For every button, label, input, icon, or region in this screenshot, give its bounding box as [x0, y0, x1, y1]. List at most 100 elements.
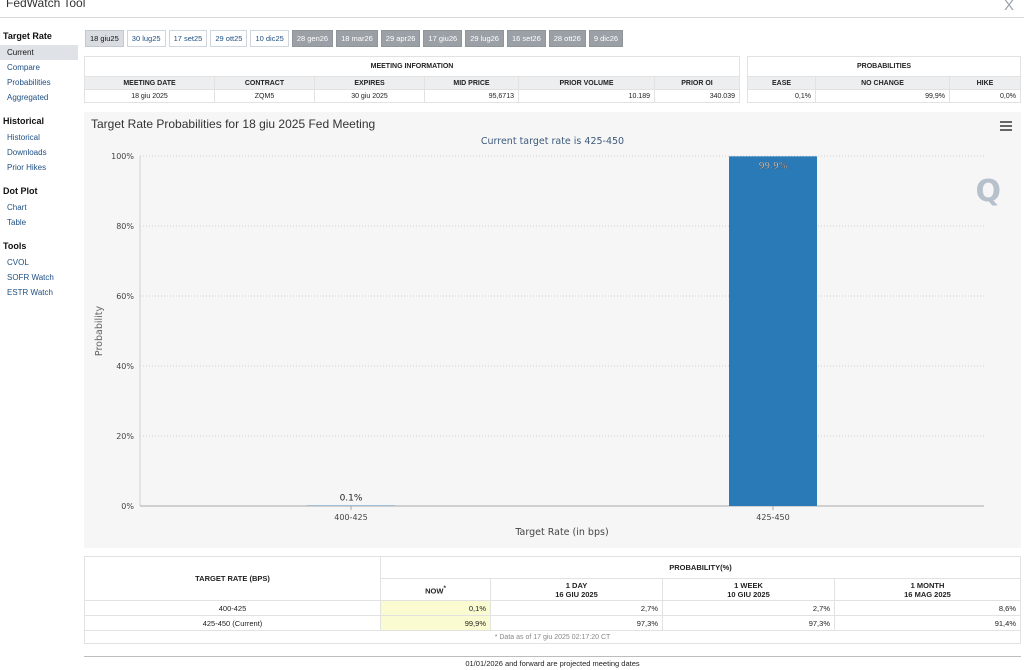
sidebar-item-probabilities[interactable]: Probabilities [7, 78, 51, 87]
sidebar-item-table[interactable]: Table [7, 218, 27, 227]
sidebar-nav: Target Rate Current Compare Probabilities Ag… [0, 28, 78, 308]
meeting-date-tabs: 18 giu25 30 lug25 17 set25 29 ott25 10 dic25… [85, 30, 624, 47]
sidebar-section-title: Dot Plot [3, 186, 38, 196]
ease-value: 0,1% [747, 89, 816, 103]
y-tick-label: 20% [116, 432, 134, 441]
probabilities-table: PROBABILITIES EASE NO CHANGE HIKE 0,1% 9… [747, 56, 1021, 103]
sidebar-section: Historical Historical Downloads Prior Hikes [0, 113, 78, 175]
chart-subtitle: Current target rate is 425-450 [480, 136, 625, 147]
projected-dates-note: 01/01/2026 and forward are projected mee… [84, 656, 1021, 668]
sidebar-item-sofr-watch[interactable]: SOFR Watch [7, 273, 54, 282]
rate-cell: 400-425 [84, 600, 381, 616]
col-1-month: 1 MONTH 16 MAG 2025 [834, 578, 1021, 601]
now-cell: 99,9% [380, 615, 491, 631]
tab-meeting-16-set26[interactable]: 16 set26 [506, 30, 546, 47]
one-week-cell: 2,7% [662, 600, 835, 616]
tab-meeting-29-ott25[interactable]: 29 ott25 [210, 30, 248, 47]
bar-data-label: 0.1% [340, 494, 363, 504]
y-tick-label: 80% [116, 222, 134, 231]
one-day-cell: 97,3% [490, 615, 663, 631]
sidebar-item-compare[interactable]: Compare [7, 63, 40, 72]
col-1-day-date: 16 GIU 2025 [555, 589, 598, 599]
sidebar-section: Dot Plot Chart Table [0, 183, 78, 230]
y-tick-label: 60% [116, 292, 134, 301]
col-now-marker: * [443, 584, 446, 592]
col-no-change: NO CHANGE [815, 76, 950, 90]
sidebar-item-downloads[interactable]: Downloads [7, 148, 47, 157]
probability-history-table: TARGET RATE (BPS) PROBABILITY(%) NOW* 1 … [84, 556, 1021, 644]
col-contract: CONTRACT [214, 76, 315, 90]
tab-meeting-28-gen26[interactable]: 28 gen26 [291, 30, 334, 47]
hike-value: 0,0% [949, 89, 1021, 103]
title-bar: FedWatch Tool X [0, 0, 1024, 18]
contract-value: ZQM5 [214, 89, 315, 103]
sidebar-section: Tools CVOL SOFR Watch ESTR Watch [0, 238, 78, 300]
hamburger-menu-icon[interactable] [1000, 121, 1012, 131]
prior-oi-value: 340.039 [654, 89, 740, 103]
close-icon[interactable]: X [1003, 0, 1014, 14]
col-hike: HIKE [949, 76, 1021, 90]
sidebar-item-historical[interactable]: Historical [7, 133, 40, 142]
sidebar-item-cvol[interactable]: CVOL [7, 258, 29, 267]
tab-meeting-17-giu26[interactable]: 17 giu26 [423, 30, 463, 47]
tab-meeting-18-mar26[interactable]: 18 mar26 [336, 30, 378, 47]
sidebar-item-aggregated[interactable]: Aggregated [7, 93, 49, 102]
table-row: 400-425 0,1% 2,7% 2,7% 8,6% [84, 600, 1021, 616]
probabilities-caption: PROBABILITIES [747, 56, 1021, 77]
tab-meeting-10-dic25[interactable]: 10 dic25 [250, 30, 289, 47]
tab-meeting-29-apr26[interactable]: 29 apr26 [380, 30, 421, 47]
sidebar-item-prior-hikes[interactable]: Prior Hikes [7, 163, 47, 172]
mid-price-value: 95,6713 [424, 89, 519, 103]
no-change-value: 99,9% [815, 89, 950, 103]
bar-data-label: 99.9% [759, 161, 788, 171]
chart-title: Target Rate Probabilities for 18 giu 202… [91, 117, 376, 131]
tab-meeting-17-set25[interactable]: 17 set25 [168, 30, 208, 47]
one-month-cell: 8,6% [834, 600, 1021, 616]
sidebar-section-title: Tools [3, 241, 27, 251]
now-cell: 0,1% [380, 600, 491, 616]
col-1-month-label: 1 MONTH [910, 580, 945, 590]
table-row: 425-450 (Current) 99,9% 97,3% 97,3% 91,4… [84, 615, 1021, 631]
col-meeting-date: MEETING DATE [84, 76, 215, 90]
y-tick-label: 100% [111, 152, 134, 161]
col-1-week-date: 10 GIU 2025 [727, 589, 770, 599]
tab-meeting-28-ott26[interactable]: 28 ott26 [548, 30, 586, 47]
col-1-day: 1 DAY 16 GIU 2025 [490, 578, 663, 601]
data-timestamp-note: * Data as of 17 giu 2025 02:17:20 CT [84, 630, 1021, 644]
sidebar-section-title: Target Rate [3, 31, 52, 41]
tab-meeting-9-dic26[interactable]: 9 dic26 [588, 30, 624, 47]
col-probability-group: PROBABILITY(%) [380, 556, 1021, 579]
y-axis-title: Probability [94, 306, 105, 357]
col-now: NOW* [380, 578, 491, 601]
sidebar-section-title: Historical [3, 116, 45, 126]
y-tick-label: 40% [116, 362, 134, 371]
sidebar-item-estr-watch[interactable]: ESTR Watch [7, 288, 53, 297]
one-week-cell: 97,3% [662, 615, 835, 631]
sidebar-item-chart[interactable]: Chart [7, 203, 27, 212]
x-axis-title: Target Rate (in bps) [514, 527, 608, 538]
col-target-rate: TARGET RATE (BPS) [84, 556, 381, 601]
col-expires: EXPIRES [314, 76, 425, 90]
one-day-cell: 2,7% [490, 600, 663, 616]
col-1-month-date: 16 MAG 2025 [904, 589, 951, 599]
tab-meeting-30-lug25[interactable]: 30 lug25 [126, 30, 166, 47]
y-tick-label: 0% [121, 502, 134, 511]
col-now-label: NOW [425, 586, 444, 596]
tab-meeting-18-giu25[interactable]: 18 giu25 [85, 30, 124, 47]
sidebar-item-current[interactable]: Current [0, 45, 78, 60]
expires-value: 30 giu 2025 [314, 89, 425, 103]
col-ease: EASE [747, 76, 816, 90]
prior-volume-value: 10.189 [518, 89, 655, 103]
sidebar-section: Target Rate Current Compare Probabilities Ag… [0, 28, 78, 105]
meeting-information-caption: MEETING INFORMATION [84, 56, 740, 77]
col-1-week: 1 WEEK 10 GIU 2025 [662, 578, 835, 601]
x-tick-label: 400-425 [334, 513, 367, 522]
meeting-date-value: 18 giu 2025 [84, 89, 215, 103]
watermark-logo: Q [975, 174, 1001, 209]
meeting-information-table: MEETING INFORMATION MEETING DATE CONTRAC… [84, 56, 740, 103]
tab-meeting-29-lug26[interactable]: 29 lug26 [465, 30, 504, 47]
one-month-cell: 91,4% [834, 615, 1021, 631]
probability-bar-chart: 0% 20% 40% 60% 80% 100% 400-425 0.1% 425-450 99.9… [94, 152, 984, 538]
rate-cell: 425-450 (Current) [84, 615, 381, 631]
col-mid-price: MID PRICE [424, 76, 519, 90]
